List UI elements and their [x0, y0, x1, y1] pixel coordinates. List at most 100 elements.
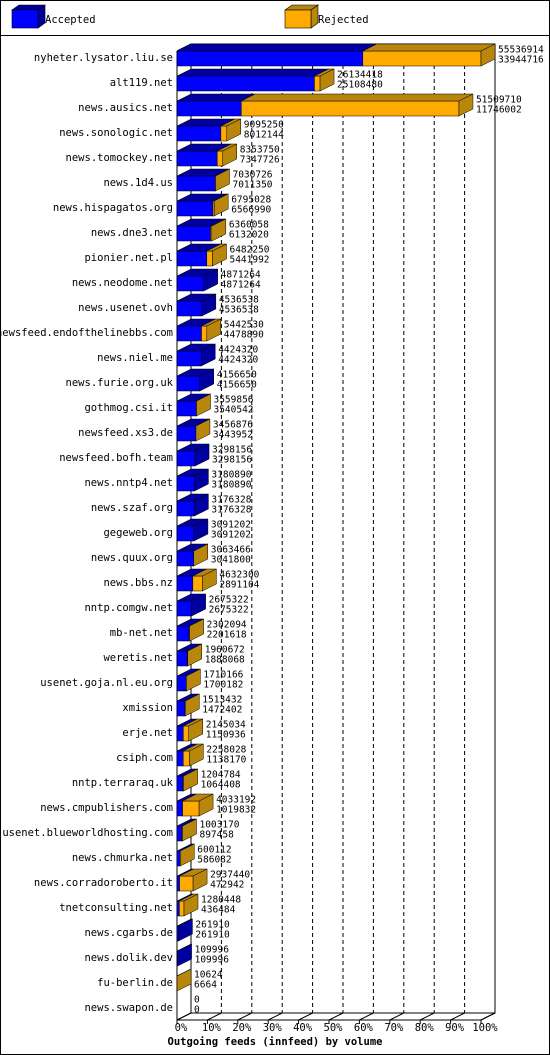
y-tick-label: news.dolik.dev [84, 952, 173, 964]
value-label: 25108480 [337, 80, 383, 91]
bar-segment-side [480, 43, 496, 67]
bar-segment [176, 150, 218, 167]
bar-segment-side [195, 418, 211, 442]
bar-segment-side [215, 168, 230, 192]
y-tick-label: newsfeed.xs3.de [78, 427, 173, 439]
bar-segment-side [180, 843, 195, 867]
bar-segment [220, 125, 228, 142]
value-label: 5441992 [229, 255, 269, 266]
y-tick-label: csiph.com [116, 752, 173, 764]
y-tick-label: usenet.blueworldhosting.com [2, 827, 173, 839]
value-label: 2201618 [207, 630, 247, 641]
value-label: 3180890 [211, 470, 251, 481]
bar-segment-side [194, 493, 209, 517]
value-label: 4536538 [219, 295, 259, 306]
bar-segment [176, 50, 364, 67]
value-label: 4536538 [219, 305, 259, 316]
y-tick-label: erje.net [122, 727, 173, 739]
y-tick-label: tnetconsulting.net [59, 902, 173, 914]
bar-segment [179, 875, 194, 892]
bar-segment-side [458, 93, 474, 117]
bar-segment [176, 225, 211, 242]
y-tick-label: news.furie.org.uk [66, 377, 174, 389]
value-label: 3443952 [213, 430, 253, 441]
bar-segment [176, 650, 188, 667]
bar-segment-top [176, 43, 377, 52]
value-label: 1204784 [201, 770, 241, 781]
y-tick-label: mb-net.net [110, 627, 173, 639]
value-label: 3456876 [213, 420, 253, 431]
y-tick-label: gegeweb.org [103, 527, 173, 539]
value-label: 5442530 [224, 320, 264, 331]
tick-mark [480, 1012, 496, 1021]
value-label: 7347726 [240, 155, 280, 166]
bar-segment-side [212, 243, 227, 267]
value-label: 4871264 [221, 270, 261, 281]
bar-segment [182, 800, 200, 817]
bar-segment [176, 250, 208, 267]
bar-segment [176, 450, 196, 467]
bar-segment [176, 800, 183, 817]
bar-segment [176, 275, 204, 292]
x-tick-label: 100% [472, 1022, 498, 1034]
bar-segment [176, 625, 190, 642]
value-label: 3298156 [212, 455, 252, 466]
value-label: 3180890 [211, 480, 251, 491]
value-label: 3041800 [211, 555, 251, 566]
value-label: 33944716 [498, 55, 544, 66]
value-label: 3559856 [213, 395, 253, 406]
tick-mark [207, 1012, 222, 1021]
bar-segment [183, 725, 189, 742]
value-label: 1064408 [201, 780, 241, 791]
value-label: 6664 [194, 980, 217, 991]
x-tick-label: 80% [415, 1022, 435, 1034]
tick-mark [328, 1012, 344, 1021]
bar-segment [176, 200, 214, 217]
value-label: 2145034 [206, 720, 246, 731]
bar-segment-side [183, 768, 198, 792]
value-label: 10624 [194, 970, 223, 981]
y-tick-label: news.cgarbs.de [84, 927, 173, 939]
bar-segment-top [362, 43, 496, 52]
value-label: 3176328 [211, 505, 251, 516]
x-tick-label: 60% [354, 1022, 374, 1034]
value-label: 1888068 [205, 655, 245, 666]
y-tick-label: news.nntp4.net [84, 477, 173, 489]
value-label: 109996 [195, 945, 230, 956]
y-tick-label: news.1d4.us [103, 177, 173, 189]
value-label: 6795028 [231, 195, 271, 206]
value-label: 51509710 [476, 95, 522, 106]
bar-segment [201, 325, 208, 342]
value-label: 9095250 [244, 120, 284, 131]
tick-mark [389, 1012, 405, 1021]
value-label: 6360058 [229, 220, 269, 231]
bar-segment-side [199, 368, 215, 392]
value-label: 1280448 [201, 895, 241, 906]
bar-segment [176, 475, 195, 492]
bar-segment-side [186, 668, 201, 692]
value-label: 3540542 [213, 405, 253, 416]
bar-segment-side [193, 518, 209, 542]
x-axis-title: Outgoing feeds (innfeed) by volume [168, 1036, 383, 1048]
bar-segment-side [194, 443, 210, 467]
value-label: 4156650 [217, 370, 257, 381]
value-label: 8012144 [244, 130, 284, 141]
tick-mark [298, 1012, 313, 1021]
x-tick-label: 40% [293, 1022, 313, 1034]
x-tick-label: 0% [175, 1022, 188, 1034]
bar-segment-side [194, 468, 209, 492]
bar-segment [176, 125, 222, 142]
bar-segment [176, 175, 216, 192]
bar-segment [176, 875, 180, 892]
value-label: 6566990 [231, 205, 271, 216]
bar-segment-side [211, 218, 227, 242]
bar-segment-side [176, 968, 192, 992]
bar-segment-side [193, 543, 209, 567]
value-label: 897458 [199, 830, 234, 841]
value-label: 2675322 [209, 605, 249, 616]
value-label: 4424320 [218, 345, 258, 356]
value-label: 3063466 [211, 545, 251, 556]
value-label: 261910 [195, 930, 230, 941]
